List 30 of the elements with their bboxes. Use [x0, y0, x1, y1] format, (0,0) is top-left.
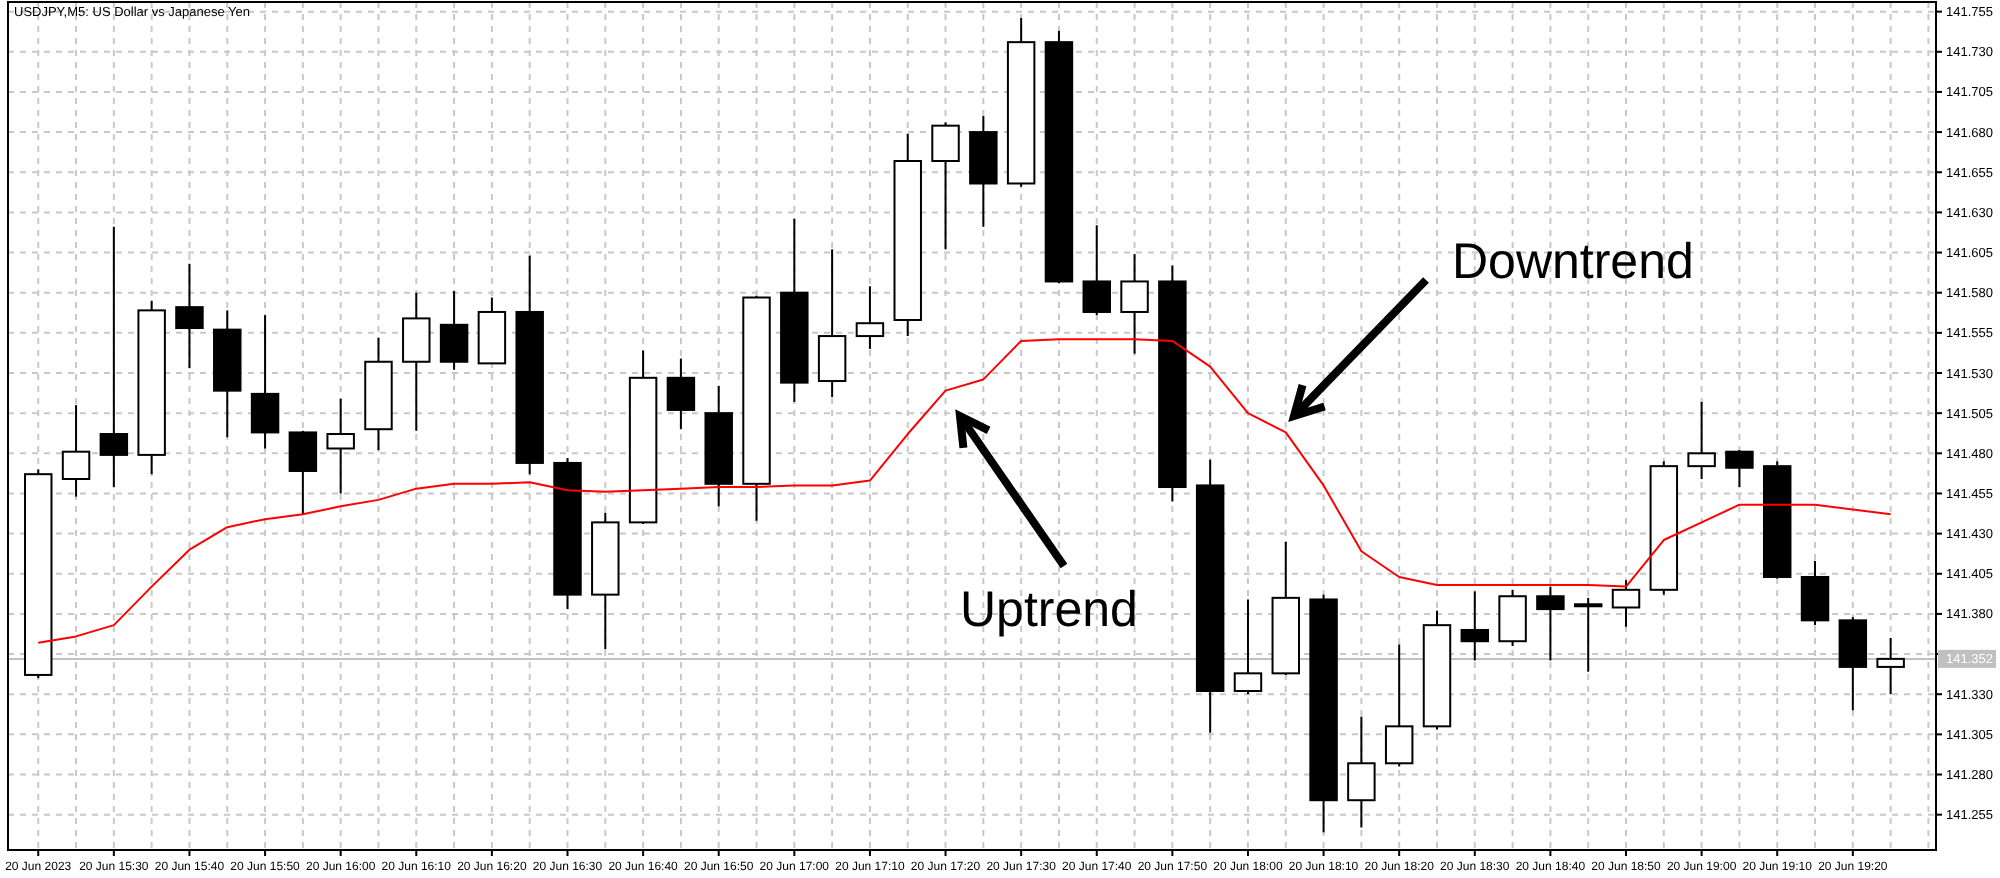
candlestick: [1082, 224, 1111, 317]
candlestick: [402, 291, 431, 432]
candlestick: [1876, 637, 1905, 696]
candlestick: [666, 357, 696, 431]
candlestick: [1687, 400, 1716, 480]
candlestick: [288, 429, 318, 516]
annotation: Uptrend: [960, 582, 1138, 638]
annotation: Downtrend: [1452, 234, 1694, 290]
candlestick: [175, 262, 204, 370]
candlestick: [1573, 596, 1603, 673]
candlestick: [99, 225, 129, 489]
candlestick: [817, 248, 847, 399]
candlestick: [1384, 643, 1414, 768]
candlestick: [1120, 253, 1149, 355]
candlestick: [1536, 585, 1565, 662]
candlestick: [931, 121, 960, 251]
candlestick: [1498, 588, 1527, 648]
candlestick: [1800, 559, 1830, 627]
candlestick: [1838, 616, 1868, 712]
candlestick: [855, 285, 885, 350]
candlestick: [439, 290, 469, 371]
candlestick: [250, 314, 280, 450]
candlestick: [1460, 590, 1490, 662]
line-series: [37, 338, 1892, 644]
candlestick: [1611, 579, 1641, 628]
candlestick: [1725, 449, 1754, 489]
candlestick: [326, 397, 355, 495]
candlestick: [61, 404, 91, 498]
candlestick: [1347, 715, 1376, 829]
candlestick: [1233, 598, 1263, 696]
